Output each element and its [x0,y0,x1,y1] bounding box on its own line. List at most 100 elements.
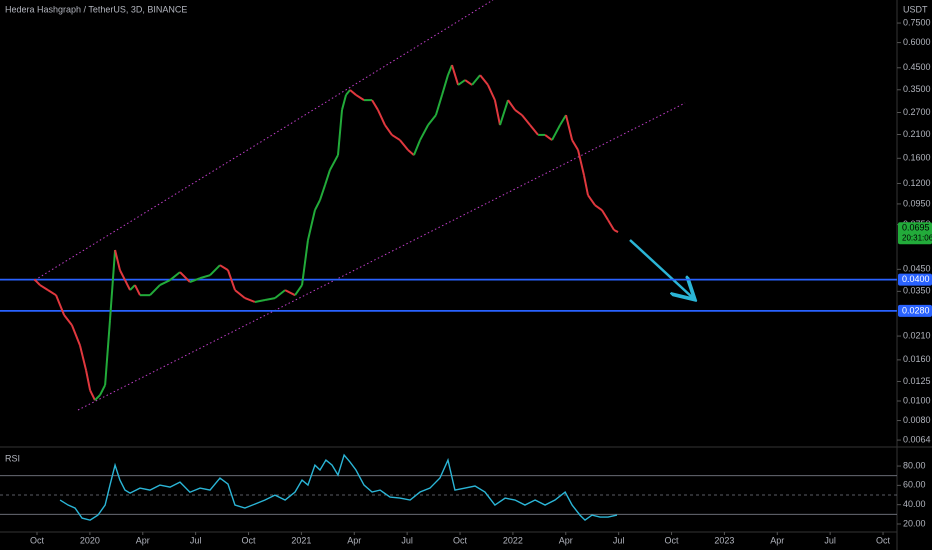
y-tick-label: 0.0350 [903,286,931,296]
price-segment [104,320,111,386]
price-segment [341,94,347,111]
price-segment [607,219,615,231]
y-tick-label: 0.1600 [903,153,931,163]
channel-lower [77,102,686,411]
price-segment [55,294,66,316]
price-segment [169,271,181,281]
price-segment [209,264,221,276]
price-segment [384,124,393,136]
rsi-line [59,453,618,522]
price-segment [108,249,117,321]
price-segment [70,324,81,346]
price-segment [345,89,351,96]
channel-upper [34,0,494,281]
x-tick-label: Jul [190,535,202,545]
last-price-label: 0.0695 [902,223,930,233]
price-segment [514,109,523,116]
price-segment [544,134,553,141]
price-segment [319,184,327,201]
x-tick-label: 2020 [80,535,100,545]
price-segment [244,297,256,303]
last-price-bg [898,222,932,245]
price-segment [264,297,276,301]
price-segment [199,274,211,280]
price-segment [412,139,421,156]
price-segment [499,99,509,126]
price-segment [479,74,489,86]
price-segment [349,89,357,96]
price-segment [301,240,309,286]
y-tick-label: 0.4500 [903,62,931,72]
price-segment [234,289,246,299]
price-segment [371,99,379,111]
x-tick-label: Oct [665,535,680,545]
price-segment [89,389,96,401]
y-tick-label: 0.2100 [903,129,931,139]
x-tick-label: Oct [30,535,45,545]
level-label-bg [898,273,932,286]
price-segment [94,394,101,401]
y-tick-label: 0.0100 [903,395,931,405]
price-segment [294,284,303,296]
price-segment [39,284,49,291]
x-tick-label: Apr [559,535,573,545]
x-tick-label: Apr [136,535,150,545]
x-tick-label: Apr [770,535,784,545]
price-segment [99,384,107,396]
y-tick-label: 0.6000 [903,37,931,47]
price-segment [451,64,460,86]
y-tick-label: 0.0080 [903,415,931,425]
price-segment [254,299,266,303]
y-tick-label: 60.00 [903,480,926,490]
price-segment [577,149,585,176]
price-segment [129,284,136,291]
price-segment [601,209,609,221]
price-segment [493,99,501,126]
price-segment [571,139,579,151]
countdown: 20:31:06 [902,233,932,242]
x-tick-label: Jul [613,535,625,545]
price-segment [336,109,344,156]
price-segment [391,134,401,141]
price-segment [582,174,589,196]
axis-unit: USDT [903,4,928,14]
price-segment [85,370,92,391]
price-segment [329,154,339,171]
price-segment [134,284,141,296]
price-segment [457,79,466,86]
price-segment [419,124,429,141]
x-tick-label: Oct [242,535,257,545]
price-segment [377,109,386,126]
level-label-bg [898,304,932,317]
price-segment [565,114,574,141]
price-segment [227,269,236,291]
price-segment [149,284,161,296]
price-segment [507,99,516,111]
y-tick-label: 0.7500 [903,17,931,27]
price-segment [78,345,88,371]
price-segment [306,209,316,241]
y-tick-label: 0.0064 [903,434,931,444]
price-segment [529,124,539,136]
x-tick-label: Jul [401,535,413,545]
price-segment [613,229,619,233]
price-segment [119,269,126,281]
price-segment [587,194,596,206]
price-segment [355,94,365,101]
price-segment [427,114,437,126]
price-segment [284,289,296,297]
price-segment [407,149,415,156]
price-segment [179,271,191,283]
price-segment [594,204,603,211]
price-segment [219,264,229,271]
price-segment [34,279,41,286]
x-tick-label: Jul [824,535,836,545]
y-tick-label: 0.0125 [903,376,931,386]
y-tick-label: 0.0950 [903,198,931,208]
price-segment [63,314,73,326]
y-tick-label: 0.3500 [903,84,931,94]
y-tick-label: 40.00 [903,499,926,509]
price-segment [441,74,449,96]
